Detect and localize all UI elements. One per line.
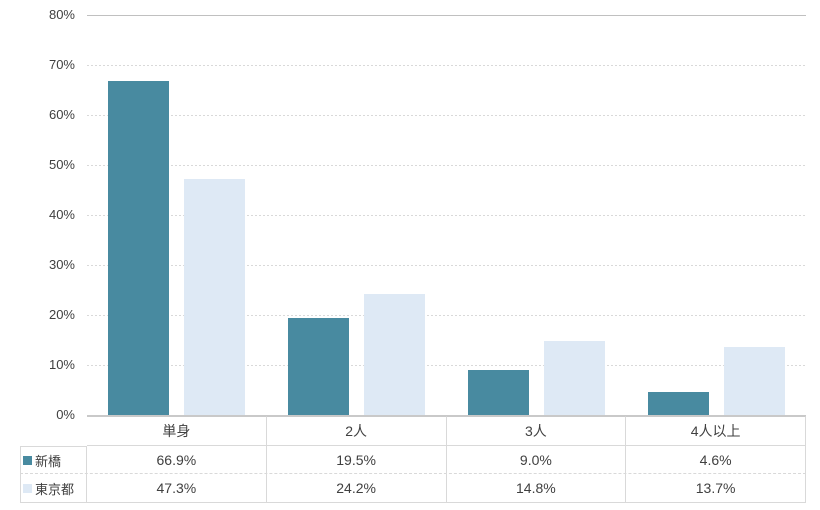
gridline <box>87 215 806 216</box>
bar-tokyo-3nin <box>543 341 605 415</box>
category-header: 4人以上 <box>626 416 806 446</box>
value-cell: 24.2% <box>267 474 447 502</box>
chart-data-table: 単身 2人 3人 4人以上 新橋 66.9% 19.5% 9.0% 4.6% 東… <box>20 416 806 503</box>
value-cell: 9.0% <box>447 446 627 473</box>
y-tick-label: 80% <box>48 7 75 22</box>
legend-label: 東京都 <box>35 481 75 497</box>
y-tick-label: 50% <box>48 157 75 172</box>
gridline <box>87 315 806 316</box>
legend-cell-tokyo: 東京都 <box>20 474 87 502</box>
category-column-tanshin <box>87 16 267 415</box>
y-tick-label: 20% <box>48 307 75 322</box>
bar-tokyo-2nin <box>364 294 426 415</box>
legend-swatch-shinbashi <box>23 455 32 465</box>
value-cell: 66.9% <box>87 446 267 473</box>
legend-cell-shinbashi: 新橋 <box>20 446 87 473</box>
gridline <box>87 65 806 66</box>
table-row-tokyo: 東京都 47.3% 24.2% 14.8% 13.7% <box>20 474 806 503</box>
category-header: 3人 <box>446 416 627 446</box>
value-cell: 14.8% <box>447 474 627 502</box>
category-column-3nin <box>447 16 627 415</box>
gridline <box>87 115 806 116</box>
y-tick-label: 10% <box>48 357 75 372</box>
bar-tokyo-4nin-ijo <box>723 346 785 415</box>
gridline <box>87 265 806 266</box>
category-column-2nin <box>267 16 447 415</box>
y-tick-label: 40% <box>48 207 75 222</box>
legend-label: 新橋 <box>35 453 62 469</box>
bar-groups <box>87 16 806 415</box>
table-header-row: 単身 2人 3人 4人以上 <box>20 416 806 446</box>
value-cell: 19.5% <box>267 446 447 473</box>
y-axis: 80% 70% 60% 50% 40% 30% 20% 10% 0% <box>0 7 75 422</box>
bar-tokyo-tanshin <box>184 179 246 415</box>
table-corner-spacer <box>20 416 87 446</box>
legend-swatch-tokyo <box>23 483 32 493</box>
table-row-shinbashi: 新橋 66.9% 19.5% 9.0% 4.6% <box>20 446 806 474</box>
bar-shinbashi-3nin <box>467 370 529 415</box>
gridline <box>87 165 806 166</box>
category-header: 2人 <box>266 416 447 446</box>
value-cell: 47.3% <box>87 474 267 502</box>
bar-shinbashi-tanshin <box>108 81 170 415</box>
bar-shinbashi-4nin-ijo <box>647 392 709 415</box>
plot-area <box>87 15 806 416</box>
bar-shinbashi-2nin <box>288 317 350 415</box>
value-cell: 4.6% <box>626 446 806 473</box>
category-column-4nin-ijo <box>626 16 806 415</box>
category-header: 単身 <box>87 416 267 446</box>
y-tick-label: 30% <box>48 257 75 272</box>
value-cell: 13.7% <box>626 474 806 502</box>
gridline <box>87 365 806 366</box>
y-tick-label: 0% <box>56 407 75 422</box>
y-tick-label: 70% <box>48 57 75 72</box>
y-tick-label: 60% <box>48 107 75 122</box>
